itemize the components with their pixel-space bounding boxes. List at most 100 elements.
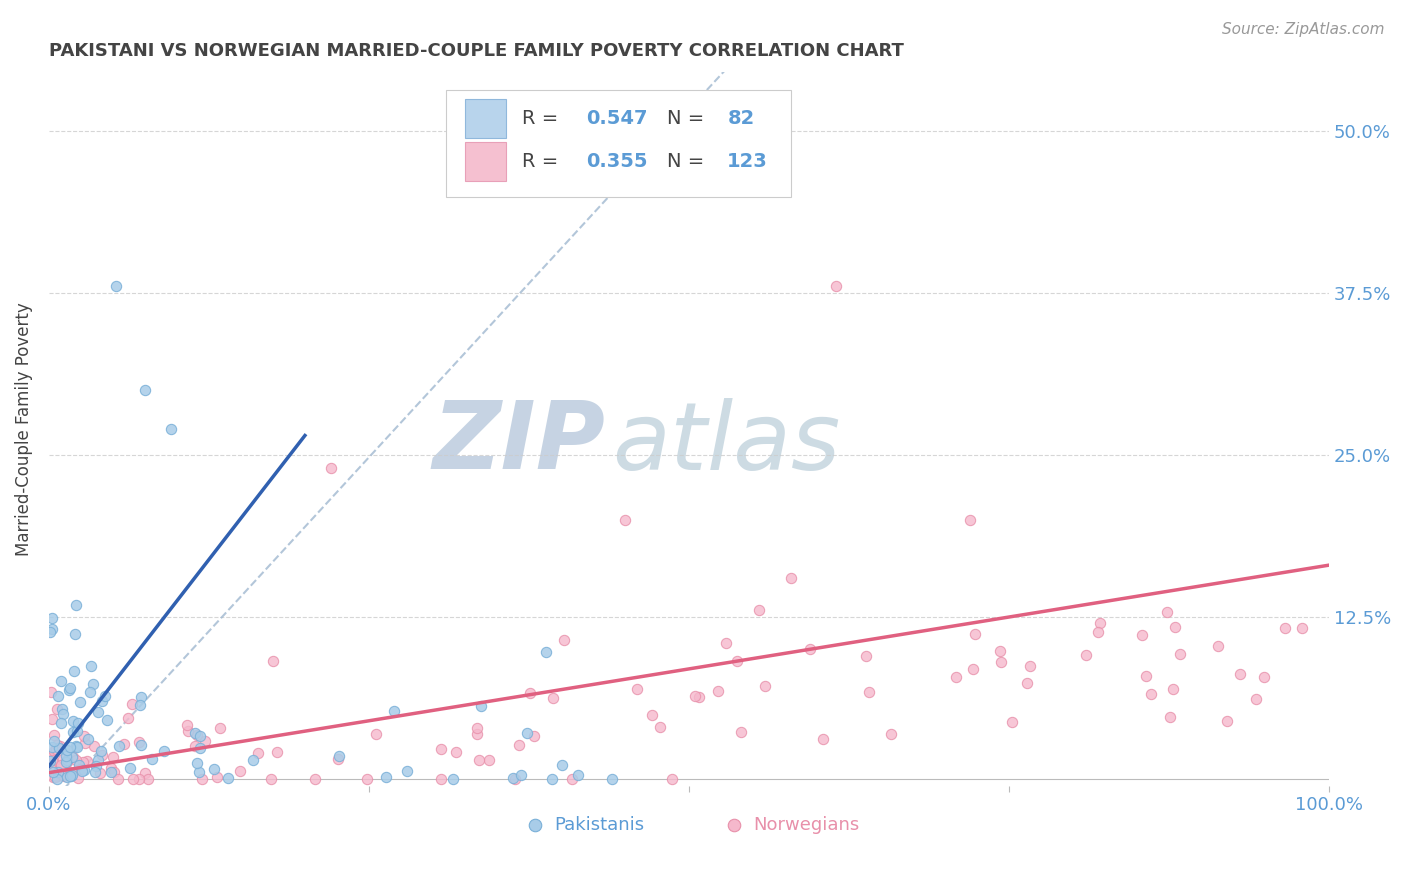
Point: [551, 757, 574, 772]
Point: [186, 756, 208, 771]
Point: [96, 713, 118, 727]
Point: [262, 654, 284, 668]
FancyBboxPatch shape: [465, 99, 506, 138]
Point: [59, 769, 82, 783]
Point: [44, 734, 66, 748]
Point: [1135, 669, 1157, 683]
Point: [83, 739, 105, 753]
Point: [79, 685, 101, 699]
Point: [1244, 692, 1267, 706]
Point: [183, 739, 205, 753]
Point: [444, 745, 467, 759]
Text: atlas: atlas: [612, 398, 841, 489]
Point: [855, 648, 877, 663]
Point: [242, 753, 264, 767]
Point: [725, 654, 748, 668]
Point: [49, 761, 72, 775]
Point: [465, 721, 488, 735]
Point: [1156, 605, 1178, 619]
Point: [153, 744, 176, 758]
Point: [53, 769, 76, 783]
Point: [55, 749, 77, 764]
Point: [104, 279, 127, 293]
Point: [65, 753, 87, 767]
Point: [640, 707, 662, 722]
Point: [107, 772, 129, 786]
Point: [1216, 714, 1239, 728]
Point: [70, 762, 93, 776]
Point: [188, 764, 211, 779]
Point: [129, 690, 152, 704]
Point: [364, 727, 387, 741]
Point: [205, 771, 228, 785]
Point: [83, 764, 105, 779]
Point: [217, 771, 239, 785]
Point: [56, 768, 79, 782]
Point: [122, 772, 145, 786]
Point: [90, 747, 112, 762]
Point: [141, 752, 163, 766]
Point: [304, 772, 326, 786]
Point: [134, 383, 156, 397]
Point: [49, 760, 72, 774]
Point: [46, 769, 69, 783]
Point: [396, 764, 419, 778]
Point: [51, 758, 73, 772]
Point: [67, 758, 90, 772]
Text: R =: R =: [523, 110, 565, 128]
Point: [688, 690, 710, 705]
Point: [319, 461, 342, 475]
Point: [73, 763, 96, 777]
Point: [945, 670, 967, 684]
Point: [46, 689, 69, 703]
Point: [120, 760, 142, 774]
Point: [561, 772, 583, 786]
Point: [66, 716, 89, 731]
Point: [177, 724, 200, 739]
Point: [858, 685, 880, 699]
Text: R =: R =: [523, 152, 565, 171]
Point: [754, 679, 776, 693]
Point: [1163, 620, 1185, 634]
Point: [46, 738, 69, 752]
Point: [58, 682, 80, 697]
Point: [502, 771, 524, 785]
Point: [60, 769, 83, 783]
Point: [70, 764, 93, 778]
Point: [121, 697, 143, 711]
Point: [468, 753, 491, 767]
Point: [1087, 624, 1109, 639]
Point: [39, 685, 62, 699]
Point: [260, 772, 283, 786]
Point: [82, 676, 104, 690]
Point: [39, 624, 62, 639]
Y-axis label: Married-Couple Family Poverty: Married-Couple Family Poverty: [15, 302, 32, 556]
Point: [650, 720, 672, 734]
Point: [44, 728, 66, 742]
Point: [613, 513, 636, 527]
Point: [56, 770, 79, 784]
Point: [58, 764, 80, 779]
Point: [62, 714, 84, 728]
Point: [89, 765, 111, 780]
Text: Pakistanis: Pakistanis: [554, 816, 644, 834]
Point: [44, 770, 66, 784]
Point: [73, 729, 96, 743]
Point: [128, 772, 150, 786]
Point: [42, 744, 65, 758]
Point: [117, 711, 139, 725]
Point: [90, 744, 112, 758]
Point: [519, 686, 541, 700]
Point: [441, 772, 464, 786]
Text: Norwegians: Norwegians: [752, 816, 859, 834]
Point: [49, 674, 72, 689]
Point: [128, 735, 150, 749]
Point: [553, 632, 575, 647]
Point: [41, 622, 63, 636]
Point: [129, 698, 152, 712]
Point: [523, 729, 546, 743]
Point: [66, 723, 89, 738]
Point: [45, 742, 67, 756]
Point: [41, 739, 63, 754]
Point: [112, 737, 135, 751]
